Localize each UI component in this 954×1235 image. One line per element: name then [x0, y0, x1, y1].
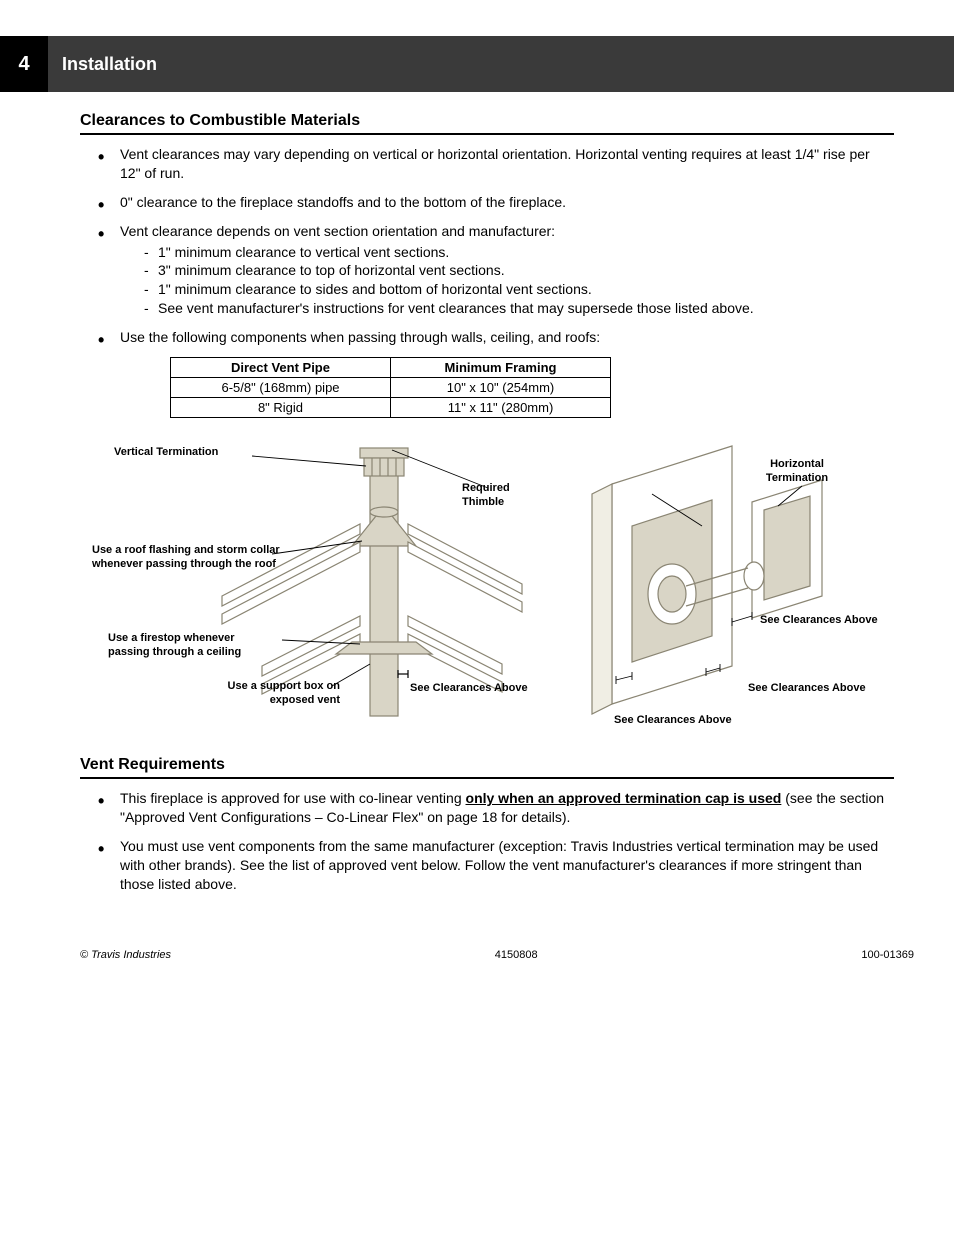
- bullet-item: 0" clearance to the fireplace standoffs …: [120, 193, 894, 212]
- sub-bullet-item: 3" minimum clearance to top of horizonta…: [144, 261, 894, 280]
- table-cell: 8" Rigid: [171, 398, 391, 418]
- table-cell: 6-5/8" (168mm) pipe: [171, 378, 391, 398]
- label-roof-flashing: Use a roof flashing and storm collar whe…: [92, 544, 292, 572]
- page-content: Clearances to Combustible Materials Vent…: [0, 92, 954, 943]
- diagram-horizontal-termination: Horizontal Termination See Clearances Ab…: [552, 436, 902, 736]
- bullet-item: This fireplace is approved for use with …: [120, 789, 894, 827]
- text-fragment: This fireplace is approved for use with …: [120, 790, 466, 806]
- table-header-row: Direct Vent Pipe Minimum Framing: [171, 358, 611, 378]
- sub-bullet-item: 1" minimum clearance to vertical vent se…: [144, 243, 894, 262]
- bullet-item: Vent clearances may vary depending on ve…: [120, 145, 894, 183]
- bullet-list-clearances: Vent clearances may vary depending on ve…: [80, 145, 894, 347]
- bullet-item: Use the following components when passin…: [120, 328, 894, 347]
- vent-table: Direct Vent Pipe Minimum Framing 6-5/8" …: [170, 357, 611, 418]
- bullet-item: Vent clearance depends on vent section o…: [120, 222, 894, 318]
- table-header-cell: Direct Vent Pipe: [171, 358, 391, 378]
- label-vertical-termination: Vertical Termination: [114, 446, 218, 460]
- header-title: Installation: [62, 54, 157, 75]
- table-row: 8" Rigid 11" x 11" (280mm): [171, 398, 611, 418]
- label-horizontal-termination: Horizontal Termination: [752, 458, 842, 486]
- footer-left: © Travis Industries: [80, 949, 171, 961]
- diagram-row: Vertical Termination Use a roof flashing…: [92, 436, 894, 736]
- sub-bullet-list: 1" minimum clearance to vertical vent se…: [120, 243, 894, 319]
- table-header-cell: Minimum Framing: [391, 358, 611, 378]
- bullet-list-vent-reqs: This fireplace is approved for use with …: [80, 789, 894, 893]
- bullet-text: Vent clearance depends on vent section o…: [120, 223, 555, 239]
- label-see-clearances-r1: See Clearances Above: [760, 614, 878, 628]
- section-heading-clearances: Clearances to Combustible Materials: [80, 112, 894, 135]
- bullet-text: Use the following components when passin…: [120, 329, 600, 345]
- label-see-clearances-r2: See Clearances Above: [748, 682, 866, 696]
- label-see-clearances-r3: See Clearances Above: [614, 714, 732, 728]
- header-band: 4 Installation: [0, 36, 954, 92]
- footer-right: 100-01369: [861, 949, 914, 961]
- label-support-box: Use a support box on exposed vent: [200, 680, 340, 708]
- label-see-clearances-left: See Clearances Above: [410, 682, 528, 696]
- table-row: 6-5/8" (168mm) pipe 10" x 10" (254mm): [171, 378, 611, 398]
- section-heading-vent-reqs: Vent Requirements: [80, 756, 894, 779]
- table-cell: 10" x 10" (254mm): [391, 378, 611, 398]
- table-cell: 11" x 11" (280mm): [391, 398, 611, 418]
- sub-bullet-item: 1" minimum clearance to sides and bottom…: [144, 280, 894, 299]
- footer-center: 4150808: [495, 949, 538, 961]
- text-emphasis: only when an approved termination cap is…: [466, 790, 782, 806]
- bullet-item: You must use vent components from the sa…: [120, 837, 894, 894]
- diagram-vertical-termination: Vertical Termination Use a roof flashing…: [92, 436, 532, 736]
- sub-bullet-item: See vent manufacturer's instructions for…: [144, 299, 894, 318]
- page-number: 4: [0, 36, 48, 92]
- page-footer: © Travis Industries 4150808 100-01369: [0, 943, 954, 981]
- label-required-thimble: Required Thimble: [462, 482, 532, 510]
- label-firestop: Use a firestop whenever passing through …: [108, 632, 278, 660]
